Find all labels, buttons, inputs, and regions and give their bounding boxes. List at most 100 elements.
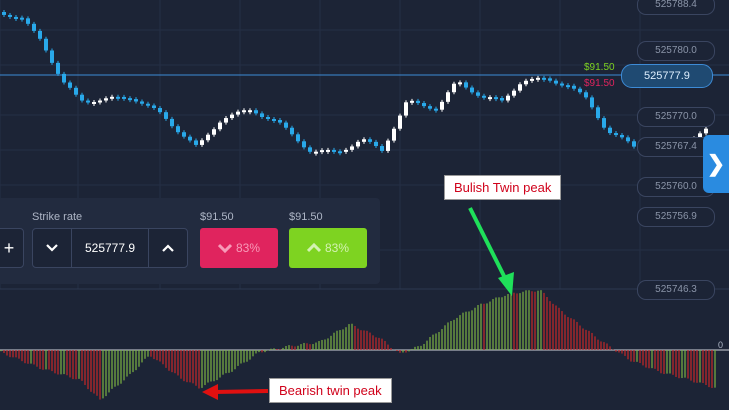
candle-body (368, 139, 372, 142)
candle-body (206, 134, 210, 141)
candle-body (176, 126, 180, 133)
strike-increase-button[interactable] (148, 229, 187, 267)
candle-body (410, 100, 414, 103)
candle-body (20, 17, 24, 20)
candle-body (140, 101, 144, 104)
strike-rate-label: Strike rate (32, 211, 83, 223)
candle-body (590, 97, 594, 108)
candle-body (218, 122, 222, 130)
candle-body (434, 108, 438, 111)
candle-body (260, 113, 264, 117)
candle-body (194, 140, 198, 145)
chevron-right-icon: ❯ (706, 151, 726, 176)
candle-body (416, 100, 420, 104)
candle-body (374, 141, 378, 147)
candle-body (404, 102, 408, 116)
candle-body (44, 38, 48, 51)
candle-body (530, 78, 534, 81)
chevron-down-icon (217, 243, 232, 253)
candle-body (236, 111, 240, 115)
candle-body (296, 134, 300, 142)
trade-down-percent: 83% (235, 241, 261, 255)
candle-body (320, 150, 324, 153)
candle-body (578, 88, 582, 93)
down-payout-label: $91.50 (200, 211, 234, 223)
candle-body (614, 133, 618, 136)
candle-body (56, 62, 60, 74)
candle-body (38, 30, 42, 39)
candle-body (458, 82, 462, 85)
candle-body (506, 95, 510, 101)
strike-decrease-button[interactable] (33, 229, 72, 267)
candle-body (398, 115, 402, 129)
candle-body (620, 134, 624, 138)
candle-body (386, 140, 390, 151)
price-axis-label: 525770.0 (637, 107, 715, 127)
up-payout-label: $91.50 (289, 211, 323, 223)
candle-body (254, 110, 258, 114)
candle-body (50, 50, 54, 63)
candle-body (2, 12, 6, 15)
candle-body (314, 151, 318, 154)
price-axis-label: 525788.4 (637, 0, 715, 15)
candle-body (8, 14, 12, 17)
candle-body (566, 85, 570, 88)
candle-body (158, 108, 162, 113)
expand-panel-button[interactable]: ❯ (703, 135, 729, 193)
add-amount-button[interactable]: + (0, 228, 24, 268)
candle-body (698, 133, 702, 139)
candle-body (542, 77, 546, 80)
candle-body (428, 106, 432, 109)
candle-body (512, 90, 516, 96)
candle-body (554, 80, 558, 84)
candle-body (464, 82, 468, 88)
candle-body (356, 141, 360, 147)
candle-body (518, 84, 522, 91)
candle-body (608, 127, 612, 134)
candle-body (470, 87, 474, 93)
candle-body (26, 18, 30, 24)
candle-body (74, 87, 78, 95)
candle-body (494, 97, 498, 100)
candle-body (224, 118, 228, 123)
chevron-up-icon (162, 244, 174, 252)
candle-body (212, 129, 216, 135)
candle-body (164, 112, 168, 119)
candle-body (230, 114, 234, 119)
candle-body (602, 118, 606, 128)
candle-body (572, 85, 576, 89)
candle-body (380, 146, 384, 151)
candle-body (422, 103, 426, 107)
candle-body (704, 128, 708, 134)
candle-body (32, 23, 36, 31)
price-axis-label: 525746.3 (637, 280, 715, 300)
candle-body (326, 149, 330, 152)
candle-body (98, 100, 102, 103)
indicator-zero-label: 0 (718, 340, 724, 350)
trade-down-button[interactable]: 83% (200, 228, 278, 268)
candle-body (626, 137, 630, 142)
candle-body (548, 78, 552, 81)
oscillator-histogram (0, 290, 716, 400)
price-axis-label: 525780.0 (637, 41, 715, 61)
candle-body (482, 95, 486, 98)
candle-body (338, 151, 342, 154)
trade-up-button[interactable]: 83% (289, 228, 367, 268)
candle-body (452, 83, 456, 93)
candle-body (278, 120, 282, 123)
candle-body (476, 92, 480, 96)
strike-rate-value[interactable]: 525777.9 (84, 241, 136, 255)
candle-body (440, 101, 444, 110)
candle-body (524, 80, 528, 85)
price-axis-label: 525756.9 (637, 207, 715, 227)
trade-up-percent: 83% (324, 241, 350, 255)
strike-rate-stepper: 525777.9 (32, 228, 188, 268)
candle-body (200, 140, 204, 145)
candle-body (332, 149, 336, 152)
payout-down-marker: $91.50 (584, 78, 615, 89)
candle-body (308, 147, 312, 152)
candle-body (302, 141, 306, 148)
candle-body (92, 101, 96, 104)
bearish-arrow-shaft (213, 389, 269, 394)
